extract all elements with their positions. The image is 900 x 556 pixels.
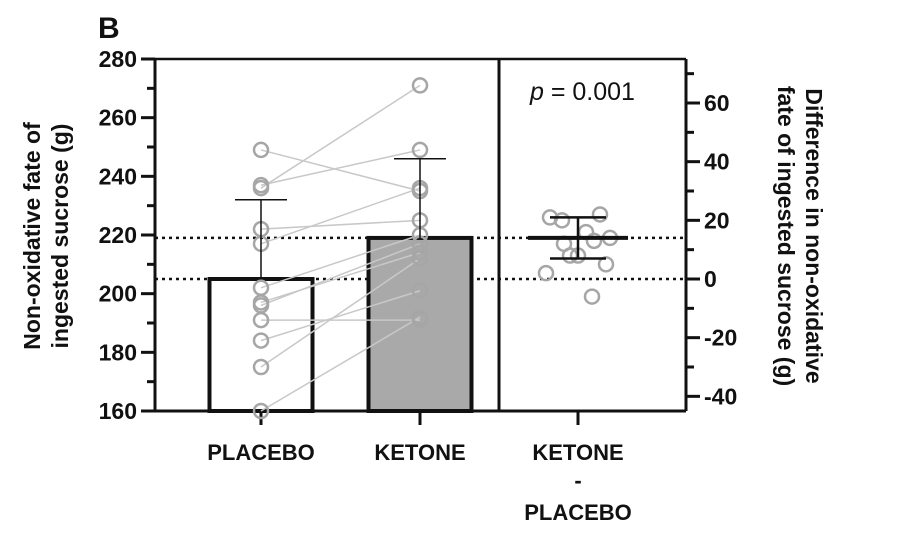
x-label-ketone: KETONE — [374, 440, 465, 465]
p-letter: p — [529, 78, 544, 106]
paired-line — [260, 257, 421, 368]
left-tick-label: 240 — [99, 163, 137, 189]
paired-line — [260, 149, 421, 192]
left-tick-label: 220 — [99, 222, 137, 248]
paired-line — [260, 251, 421, 304]
paired-lines — [260, 84, 421, 412]
right-tick-label: 0 — [704, 266, 717, 292]
x-label-diff-line2: - — [574, 468, 581, 493]
ketone-point — [411, 141, 429, 159]
paired-line — [260, 187, 421, 245]
left-tick-label: 180 — [99, 339, 137, 365]
ketone-point — [411, 282, 429, 299]
error-bars — [235, 157, 446, 279]
left-tick-label: 200 — [99, 281, 137, 307]
difference-point — [583, 288, 601, 305]
left-tick-label: 260 — [99, 105, 137, 131]
paired-line — [260, 149, 421, 186]
paired-line — [260, 84, 421, 189]
right-tick-label: -20 — [704, 325, 737, 351]
ketone-point — [411, 77, 429, 94]
right-tick-label: -40 — [704, 383, 737, 409]
placebo-point — [252, 311, 270, 329]
difference-point — [591, 206, 609, 223]
placebo-point — [252, 179, 270, 197]
ketone-point — [411, 250, 429, 267]
right-tick-label: 20 — [704, 207, 730, 233]
paired-line — [260, 243, 421, 307]
paired-line — [260, 219, 421, 230]
y2-axis-title-line1: Difference in non-oxidative — [801, 88, 827, 383]
panel-letter: B — [98, 12, 120, 45]
right-tick-label: 40 — [704, 149, 730, 175]
placebo-point — [252, 332, 270, 349]
ketone-point — [411, 308, 429, 326]
p-value-label: p = 0.001 — [529, 78, 635, 106]
right-tick-label: 60 — [704, 90, 730, 116]
difference-point — [553, 212, 571, 229]
left-tick-label: 280 — [99, 46, 137, 72]
right-y-axis: -40 -20 0 20 40 60 — [684, 59, 737, 411]
placebo-point — [252, 358, 270, 376]
paired-line — [260, 290, 421, 342]
bars — [207, 235, 474, 413]
placebo-point — [252, 402, 270, 420]
paired-line — [260, 234, 421, 289]
p-rest: = 0.001 — [544, 78, 635, 106]
left-tick-label: 160 — [99, 398, 137, 424]
x-label-placebo: PLACEBO — [207, 440, 315, 465]
difference-panel — [528, 206, 628, 305]
x-label-diff-line3: PLACEBO — [524, 500, 632, 525]
y-axis-title-line1: Non-oxidative fate of — [19, 122, 45, 350]
placebo-point — [252, 141, 270, 159]
difference-point — [537, 264, 555, 282]
y2-axis-title-line2: fate of ingested sucrose (g) — [773, 86, 799, 386]
bar-placebo — [207, 277, 315, 413]
paired-line — [260, 316, 421, 412]
y-axis-title-line2: ingested sucrose (g) — [47, 124, 73, 349]
ketone-point — [411, 244, 429, 261]
x-label-diff-line1: KETONE — [532, 440, 623, 465]
